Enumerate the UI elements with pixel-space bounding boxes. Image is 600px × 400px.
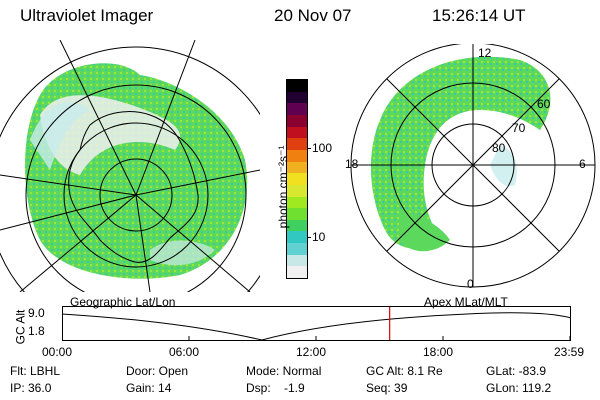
gc-alt-status: GC Alt: 8.1 Re <box>366 364 443 378</box>
lat-label-70: 70 <box>512 121 526 135</box>
altitude-xtick-2359: 23:59 <box>554 345 585 359</box>
altitude-ylabel: GC Alt <box>13 309 28 345</box>
gain-status: Gain: 14 <box>126 381 172 395</box>
colorbar-swatch <box>287 243 307 255</box>
time-label: 15:26:14 UT <box>432 6 526 25</box>
colorbar <box>286 79 308 279</box>
colorbar-swatch <box>287 254 307 267</box>
altitude-ytick-bottom: 1.8 <box>28 324 45 338</box>
colorbar-swatch <box>287 266 307 278</box>
dsp-status: Dsp: -1.9 <box>246 381 305 395</box>
left-map-caption: Geographic Lat/Lon <box>70 295 176 309</box>
uv-emission-region <box>25 63 248 279</box>
altitude-xtick-0000: 00:00 <box>42 345 73 359</box>
altitude-xtick-0600: 06:00 <box>169 345 200 359</box>
mode-status: Mode: Normal <box>246 364 322 378</box>
colorbar-swatch <box>287 149 307 162</box>
altitude-curve <box>62 312 572 341</box>
right-map-caption: Apex MLat/MLT <box>424 295 508 309</box>
colorbar-swatch <box>287 231 307 244</box>
door-status: Door: Open <box>126 364 189 378</box>
colorbar-tick-10: 10 <box>312 230 326 244</box>
colorbar-tick-100: 100 <box>312 141 333 155</box>
instrument-title: Ultraviolet Imager <box>20 6 154 25</box>
colorbar-swatch <box>287 126 307 139</box>
geographic-map <box>0 40 260 292</box>
colorbar-swatch <box>287 161 307 174</box>
mlt-label-6: 6 <box>579 157 586 171</box>
altitude-ytick-top: 9.0 <box>28 306 45 320</box>
colorbar-swatch <box>287 219 307 232</box>
colorbar-swatch <box>287 184 307 197</box>
glon-status: GLon: 119.2 <box>486 381 552 395</box>
date-label: 20 Nov 07 <box>274 6 352 25</box>
colorbar-swatch <box>287 196 307 209</box>
mlt-label-12: 12 <box>478 46 492 60</box>
colorbar-tick-mark <box>307 237 311 238</box>
glat-status: GLat: -83.9 <box>486 364 547 378</box>
mlt-label-18: 18 <box>345 157 359 171</box>
colorbar-swatch <box>287 208 307 220</box>
colorbar-swatch <box>287 138 307 150</box>
colorbar-swatch <box>287 80 307 92</box>
colorbar-swatch <box>287 91 307 104</box>
magnetic-polar-map <box>350 44 596 288</box>
mlt-label-0: 0 <box>467 277 474 291</box>
altitude-plot <box>62 306 572 341</box>
colorbar-swatch <box>287 173 307 185</box>
lat-label-60: 60 <box>537 97 551 111</box>
lat-label-80: 80 <box>492 141 506 155</box>
colorbar-label: photon cm⁻²s⁻¹ <box>276 145 290 229</box>
seq-status: Seq: 39 <box>366 381 408 395</box>
antarctica-outline <box>68 111 199 263</box>
auroral-oval <box>370 56 551 249</box>
ip-status: IP: 36.0 <box>10 381 52 395</box>
altitude-xtick-1800: 18:00 <box>423 345 454 359</box>
colorbar-tick-mark <box>307 148 311 149</box>
altitude-xtick-1200: 12:00 <box>296 345 327 359</box>
colorbar-swatch <box>287 103 307 116</box>
colorbar-swatch <box>287 115 307 127</box>
filter-status: Flt: LBHL <box>10 364 61 378</box>
